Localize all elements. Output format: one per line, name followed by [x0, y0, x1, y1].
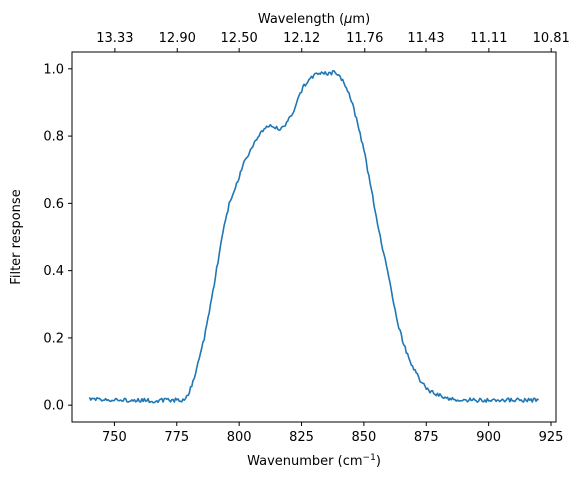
y-tick-label: 0.2 [43, 331, 64, 346]
top-tick-label: 13.33 [96, 31, 133, 46]
x-tick-label: 825 [289, 430, 314, 445]
x-tick-label: 850 [351, 430, 376, 445]
y-tick-label: 0.4 [43, 264, 64, 279]
y-tick-label: 0.0 [43, 399, 64, 414]
top-tick-label: 12.50 [221, 31, 258, 46]
x-tick-label: 750 [102, 430, 127, 445]
top-axis-ticks: 13.33 12.90 12.50 12.12 11.76 11.43 11.11 10.81 [96, 31, 570, 52]
y-axis-ticks: 0.0 0.2 0.4 0.6 0.8 1.0 [43, 62, 72, 414]
axes-frame [71, 51, 557, 423]
x-axis-ticks: 750 775 800 825 850 875 900 925 [102, 422, 563, 445]
plot-area [71, 51, 557, 423]
top-tick-label: 11.43 [407, 31, 444, 46]
y-tick-label: 0.6 [43, 197, 64, 212]
filter-response-line [88, 69, 540, 404]
top-axis-title: Wavelength (μm) [258, 12, 370, 27]
x-tick-label: 900 [476, 430, 501, 445]
top-tick-label: 10.81 [533, 31, 570, 46]
y-tick-label: 0.8 [43, 130, 64, 145]
top-tick-label: 11.11 [470, 31, 507, 46]
x-axis-title: Wavenumber (cm−1) [247, 453, 381, 469]
x-tick-label: 875 [414, 430, 439, 445]
top-tick-label: 12.12 [283, 31, 320, 46]
x-tick-label: 775 [164, 430, 189, 445]
top-tick-label: 11.76 [346, 31, 383, 46]
y-tick-label: 1.0 [43, 62, 64, 77]
top-tick-label: 12.90 [159, 31, 196, 46]
x-tick-label: 800 [227, 430, 252, 445]
y-axis-title: Filter response [9, 189, 24, 284]
x-tick-label: 925 [539, 430, 564, 445]
